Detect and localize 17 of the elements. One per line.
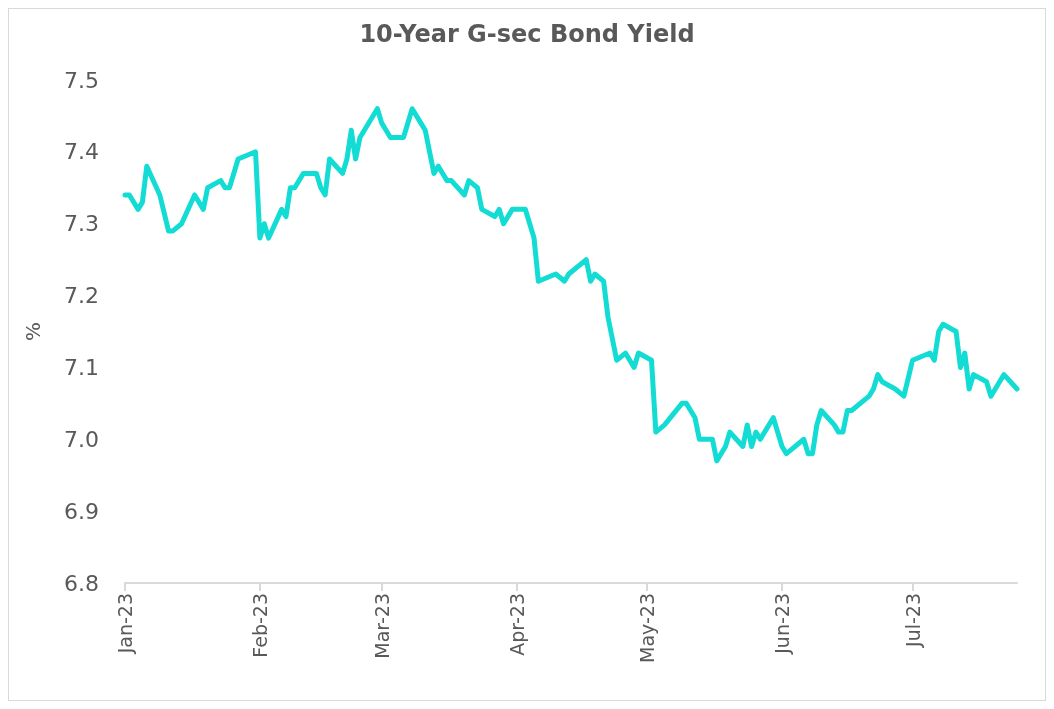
y-tick-label: 7.3: [64, 211, 99, 237]
y-tick-label: 7.5: [64, 67, 99, 93]
y-tick-label: 6.9: [64, 498, 99, 524]
x-tick-label: Jun-23: [771, 593, 794, 655]
y-axis-title: %: [21, 321, 45, 342]
x-tick-label: Apr-23: [505, 593, 528, 656]
y-tick-label: 7.0: [64, 426, 99, 452]
x-tick-label: May-23: [636, 593, 659, 663]
chart-title: 10-Year G-sec Bond Yield: [359, 20, 695, 48]
y-tick-label: 6.8: [64, 570, 99, 596]
x-tick-label: Jan-23: [114, 593, 136, 655]
x-tick-label: Mar-23: [370, 593, 393, 659]
y-tick-label: 7.4: [64, 139, 99, 165]
y-tick-label: 7.2: [64, 283, 99, 309]
x-tick-label: Feb-23: [248, 593, 271, 658]
y-tick-label: 7.1: [64, 354, 99, 380]
x-tick-label: Jul-23: [901, 593, 924, 648]
